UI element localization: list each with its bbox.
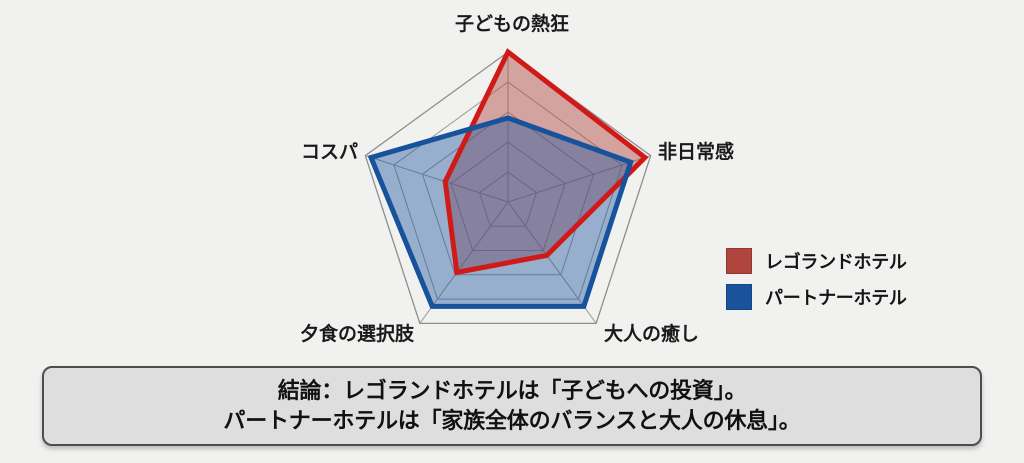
radar-series-fill-partner-hotel [371,118,631,307]
chart-legend: レゴランドホテル パートナーホテル [726,248,956,320]
radar-axis-spoke [419,201,509,324]
radar-axis-label: 夕食の選択肢 [300,322,415,345]
legend-swatch-partner-hotel [726,284,752,310]
conclusion-callout: 結論：レゴランドホテルは「子どもへの投資」。 パートナーホテルは「家族全体のバラ… [42,366,982,446]
radar-grid-ring [364,51,652,325]
radar-axis-label: 非日常感 [658,140,734,163]
radar-grid-ring [478,171,538,227]
conclusion-line-1: 結論：レゴランドホテルは「子どもへの投資」。 [277,377,747,403]
radar-series-layer [367,48,649,309]
radar-series-fill-legoland-hotel [445,52,645,273]
legend-label-partner-hotel: パートナーホテル [765,288,907,308]
legend-swatch-legoland-hotel [726,248,752,274]
radar-axis-spoke [365,155,509,203]
radar-series-outline-partner-hotel [367,115,634,309]
radar-grid-ring [450,141,566,252]
radar-chart: 子どもの熱狂非日常感大人の癒し 夕食の選択肢 コスパ [300,12,734,345]
radar-grid-ring [421,111,595,276]
radar-series-outline-legoland-hotel [442,48,649,276]
radar-axis-label: 子どもの熱狂 [455,12,569,35]
conclusion-line-2: パートナーホテルは「家族全体のバランスと大人の休息」。 [223,408,801,433]
legend-item-partner-hotel: パートナーホテル [726,284,956,310]
radar-axis-label: 大人の癒し [604,322,699,345]
legend-item-legoland-hotel: レゴランドホテル [726,248,956,274]
radar-axis-label: コスパ [301,141,358,163]
radar-axis-spoke [507,201,597,324]
legend-label-legoland-hotel: レゴランドホテル [765,252,907,272]
